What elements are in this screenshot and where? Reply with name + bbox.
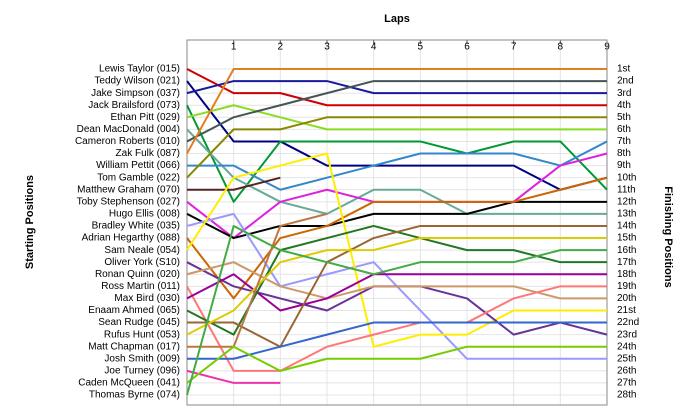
driver-line [186,176,608,300]
driver-label: Zak Fulk (087) [116,148,180,159]
y2-tick-label: 6th [617,124,631,135]
driver-label: Caden McQueen (041) [78,378,180,389]
y2-tick-label: 3rd [617,88,631,99]
y2-tick-label: 11th [617,184,636,195]
y2-tick-label: 20th [617,293,636,304]
driver-label: Ross Martin (011) [101,281,180,292]
driver-label: Teddy Wilson (021) [94,76,180,87]
driver-line [187,321,607,360]
driver-label: Sean Rudge (045) [98,317,180,328]
y2-tick-label: 8th [617,148,631,159]
plot-frame [186,39,608,406]
driver-line [187,224,607,348]
y2-tick-label: 24th [617,341,636,352]
driver-line [186,285,607,372]
driver-label: Adrian Hegarthy (088) [82,233,180,244]
driver-line [186,128,607,215]
driver-label: Sam Neale (054) [104,245,180,256]
driver-label: Thomas Byrne (074) [89,390,180,401]
y2-axis-label: Finishing Positions [662,186,674,287]
driver-label: Cameron Roberts (010) [75,136,180,147]
y2-tick-label: 12th [617,196,636,207]
driver-label: Jack Brailsford (073) [88,100,180,111]
driver-label: Max Bird (030) [114,293,180,304]
y2-tick-label: 18th [617,269,636,280]
driver-line [186,345,607,384]
driver-line [186,80,607,143]
x-tick-label: 5 [418,42,424,53]
driver-line [186,80,607,95]
driver-label: Hugo Ellis (008) [109,209,180,220]
y2-tick-label: 26th [617,365,636,376]
driver-label: Rufus Hunt (053) [104,329,180,340]
driver-line [186,116,607,179]
chart-title: Laps [384,13,410,25]
y2-tick-label: 14th [617,221,636,232]
y2-tick-label: 1st [617,64,631,75]
y2-tick-label: 9th [617,160,631,171]
driver-label: Tom Gamble (022) [97,172,180,183]
y2-tick-label: 25th [617,353,636,364]
driver-line [186,80,608,191]
driver-line [186,68,607,155]
driver-label: Oliver York (S10) [104,257,180,268]
driver-line [186,369,281,384]
driver-label: Matt Chapman (017) [88,341,180,352]
x-tick-label: 3 [324,42,330,53]
driver-label: Josh Smith (009) [104,353,180,364]
driver-label: Toby Stephenson (027) [77,196,180,207]
driver-label: Jake Simpson (037) [91,88,180,99]
driver-label: Joe Turney (096) [104,365,180,376]
driver-label: Enaam Ahmed (065) [88,305,180,316]
driver-label: Dean MacDonald (004) [77,124,180,135]
y2-tick-label: 19th [617,281,636,292]
driver-label: Ethan Pitt (029) [111,112,180,123]
driver-label: Bradley White (035) [92,221,180,232]
x-tick-label: 7 [511,42,517,53]
y2-tick-label: 2nd [617,76,634,87]
y2-tick-label: 16th [617,245,636,256]
y2-tick-label: 15th [617,233,636,244]
driver-line [186,152,607,348]
driver-line [187,212,328,348]
driver-line [186,224,607,396]
y2-tick-label: 7th [617,136,631,147]
driver-line [186,200,607,240]
driver-line [187,176,281,191]
x-tick-label: 1 [231,42,237,53]
y2-tick-label: 23rd [617,329,637,340]
driver-label: Ronan Quinn (020) [95,269,180,280]
y2-tick-label: 21st [617,305,636,316]
driver-label: William Pettit (066) [96,160,180,171]
y2-tick-label: 22nd [617,317,639,328]
x-tick-label: 4 [371,42,377,53]
x-tick-label: 8 [558,42,564,53]
driver-label: Lewis Taylor (015) [99,64,180,75]
y2-tick-label: 17th [617,257,636,268]
y2-tick-label: 28th [617,390,636,401]
driver-line [186,68,607,107]
y2-tick-label: 27th [617,378,636,389]
y2-tick-label: 4th [617,100,631,111]
driver-line [187,140,608,191]
y2-tick-label: 13th [617,209,636,220]
x-tick-label: 6 [464,42,470,53]
y2-tick-label: 5th [617,112,631,123]
x-tick-label: 2 [278,42,284,53]
y2-tick-label: 10th [617,172,636,183]
y-axis-label: Starting Positions [24,175,36,269]
driver-label: Matthew Graham (070) [77,184,180,195]
